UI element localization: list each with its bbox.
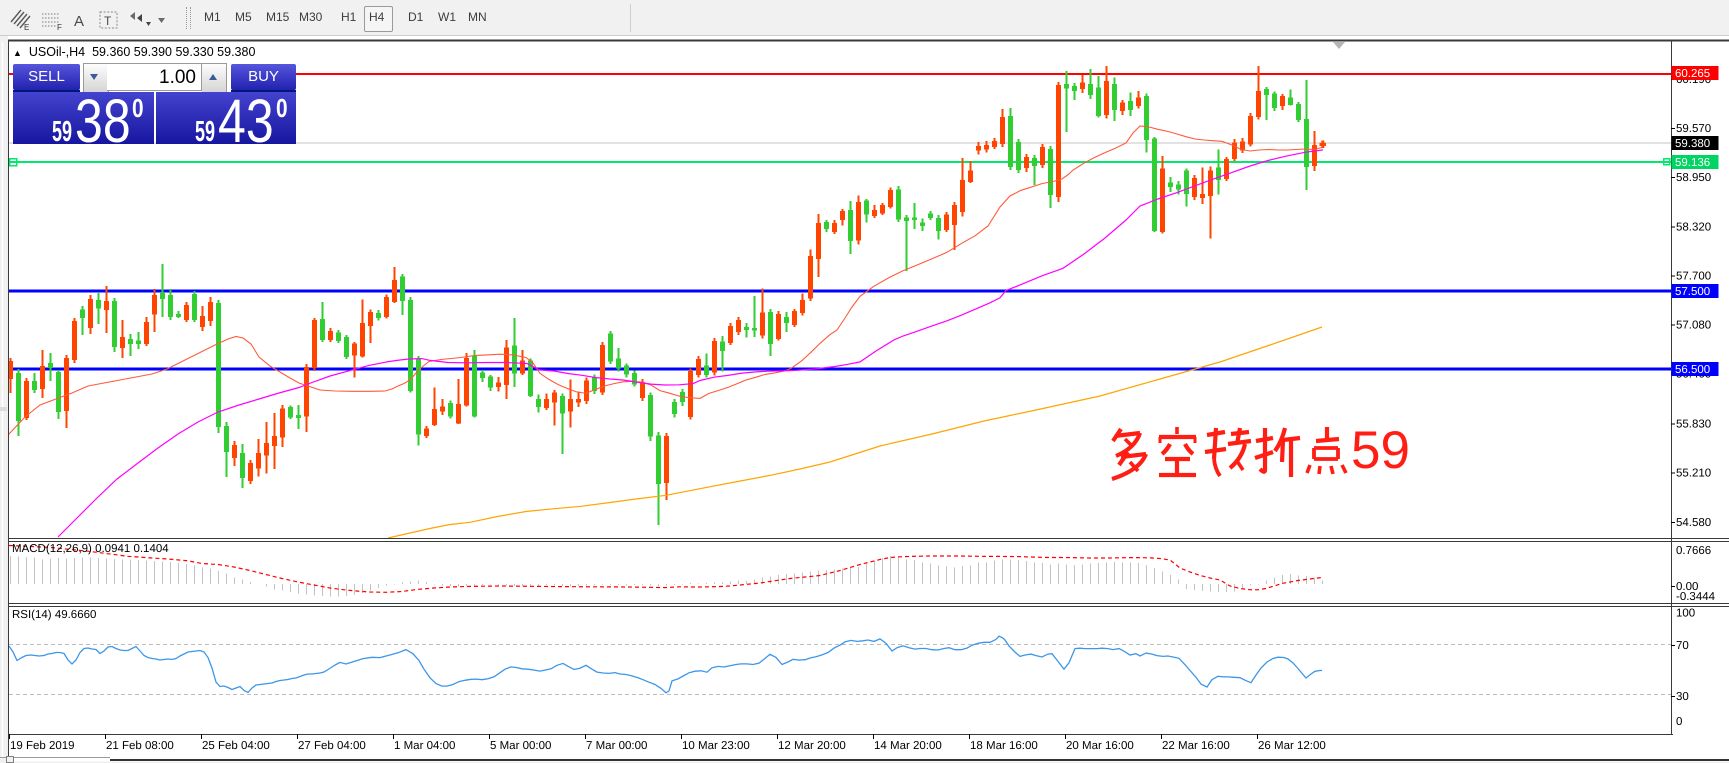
- svg-text:21 Feb 08:00: 21 Feb 08:00: [106, 740, 174, 752]
- svg-text:57.080: 57.080: [1676, 320, 1711, 332]
- svg-text:70: 70: [1676, 640, 1689, 652]
- svg-text:12 Mar 20:00: 12 Mar 20:00: [778, 740, 846, 752]
- svg-text:1 Mar 04:00: 1 Mar 04:00: [394, 740, 455, 752]
- svg-text:25 Feb 04:00: 25 Feb 04:00: [202, 740, 270, 752]
- svg-text:55.830: 55.830: [1676, 419, 1711, 431]
- svg-text:59.136: 59.136: [1675, 157, 1710, 169]
- svg-text:F: F: [57, 23, 62, 32]
- svg-text:57.500: 57.500: [1675, 286, 1710, 298]
- svg-text:7 Mar 00:00: 7 Mar 00:00: [586, 740, 647, 752]
- svg-text:22 Mar 16:00: 22 Mar 16:00: [1162, 740, 1230, 752]
- svg-text:T: T: [104, 14, 112, 28]
- svg-text:59.570: 59.570: [1676, 123, 1711, 135]
- svg-text:30: 30: [1676, 691, 1689, 703]
- svg-text:54.580: 54.580: [1676, 517, 1711, 529]
- svg-text:26 Mar 12:00: 26 Mar 12:00: [1258, 740, 1326, 752]
- svg-text:59: 59: [1351, 421, 1410, 480]
- svg-text:E: E: [24, 23, 29, 32]
- svg-text:0.7666: 0.7666: [1676, 545, 1711, 557]
- svg-text:56.500: 56.500: [1675, 364, 1710, 376]
- svg-text:27 Feb 04:00: 27 Feb 04:00: [298, 740, 366, 752]
- svg-text:MACD(12,26,9) 0.0941 0.1404: MACD(12,26,9) 0.0941 0.1404: [12, 543, 169, 555]
- svg-text:10 Mar 23:00: 10 Mar 23:00: [682, 740, 750, 752]
- svg-text:RSI(14) 49.6660: RSI(14) 49.6660: [12, 609, 96, 621]
- svg-text:57.700: 57.700: [1676, 271, 1711, 283]
- svg-text:100: 100: [1676, 608, 1695, 620]
- svg-text:0: 0: [1676, 716, 1682, 728]
- svg-text:19 Feb 2019: 19 Feb 2019: [10, 740, 75, 752]
- svg-text:20 Mar 16:00: 20 Mar 16:00: [1066, 740, 1134, 752]
- svg-text:60.265: 60.265: [1675, 68, 1710, 80]
- svg-text:5 Mar 00:00: 5 Mar 00:00: [490, 740, 551, 752]
- svg-text:58.320: 58.320: [1676, 222, 1711, 234]
- svg-text:14 Mar 20:00: 14 Mar 20:00: [874, 740, 942, 752]
- svg-text:59.380: 59.380: [1675, 138, 1710, 150]
- svg-text:55.210: 55.210: [1676, 467, 1711, 479]
- svg-text:-0.3444: -0.3444: [1676, 591, 1716, 603]
- svg-text:0.00: 0.00: [1676, 581, 1698, 593]
- svg-text:18 Mar 16:00: 18 Mar 16:00: [970, 740, 1038, 752]
- svg-text:58.950: 58.950: [1676, 172, 1711, 184]
- svg-text:A: A: [74, 13, 84, 30]
